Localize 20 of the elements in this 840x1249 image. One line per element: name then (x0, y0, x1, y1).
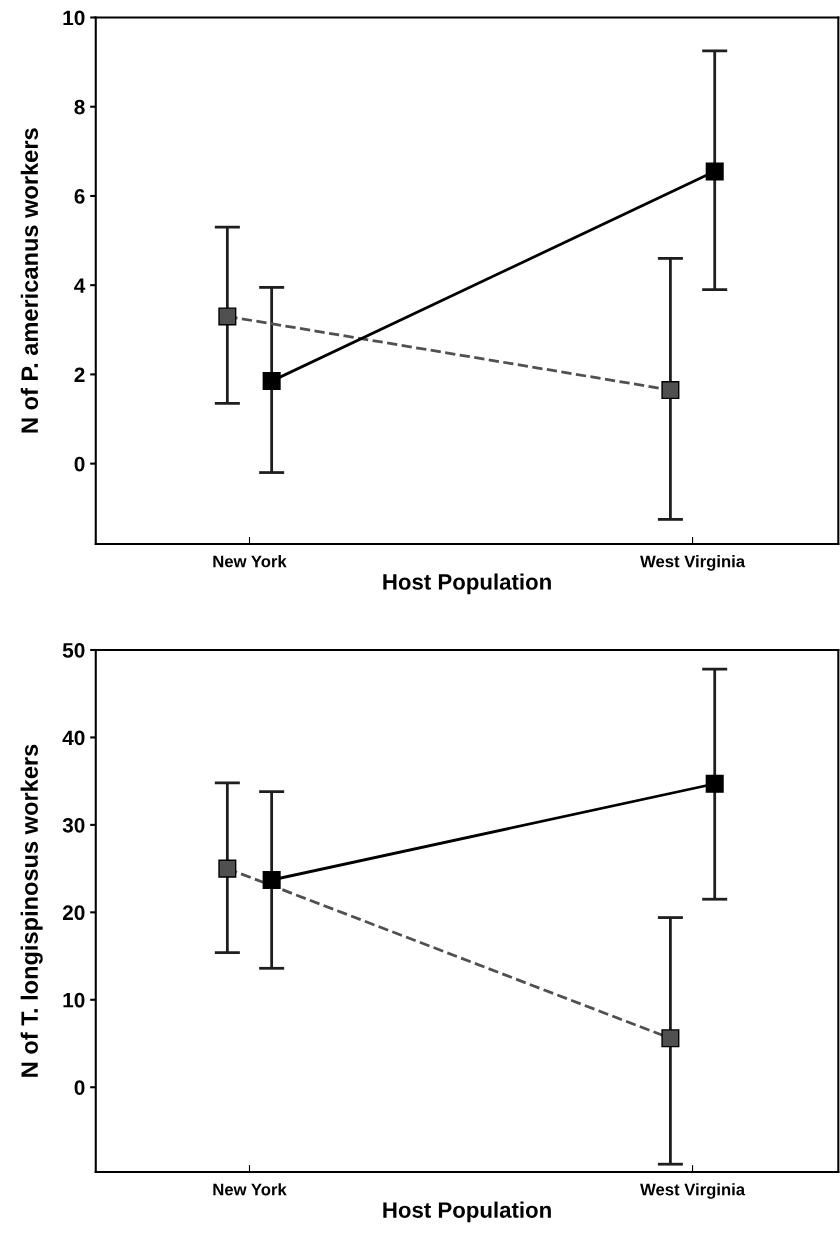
y-axis-title: N of P. americanus workers (20, 128, 39, 433)
y-tick-label: 0 (74, 1080, 85, 1095)
y-tick-label: 20 (62, 905, 85, 921)
y-axis-title: N of T. longispinosus workers (20, 744, 43, 1077)
y-tick-label: 10 (63, 10, 85, 26)
y-tick-label: 40 (62, 730, 85, 746)
y-tick-label: 8 (74, 99, 85, 115)
y-tick-label: 0 (74, 456, 85, 472)
y-tick-label: 30 (62, 817, 85, 833)
y-tick-label: 6 (74, 188, 85, 204)
x-axis-title: Host Population (383, 573, 551, 595)
y-tick-label: 50 (62, 642, 85, 658)
x-axis-title: Host Population (383, 1201, 551, 1223)
x-tick-label: New York (213, 555, 287, 568)
x-tick-label: New York (213, 1183, 287, 1196)
x-tick-label: West Virginia (640, 1183, 746, 1199)
y-tick-label: 10 (63, 992, 85, 1008)
y-tick-label: 2 (74, 367, 85, 382)
y-tick-label: 4 (74, 278, 86, 293)
x-tick-label: West Virginia (640, 555, 746, 571)
